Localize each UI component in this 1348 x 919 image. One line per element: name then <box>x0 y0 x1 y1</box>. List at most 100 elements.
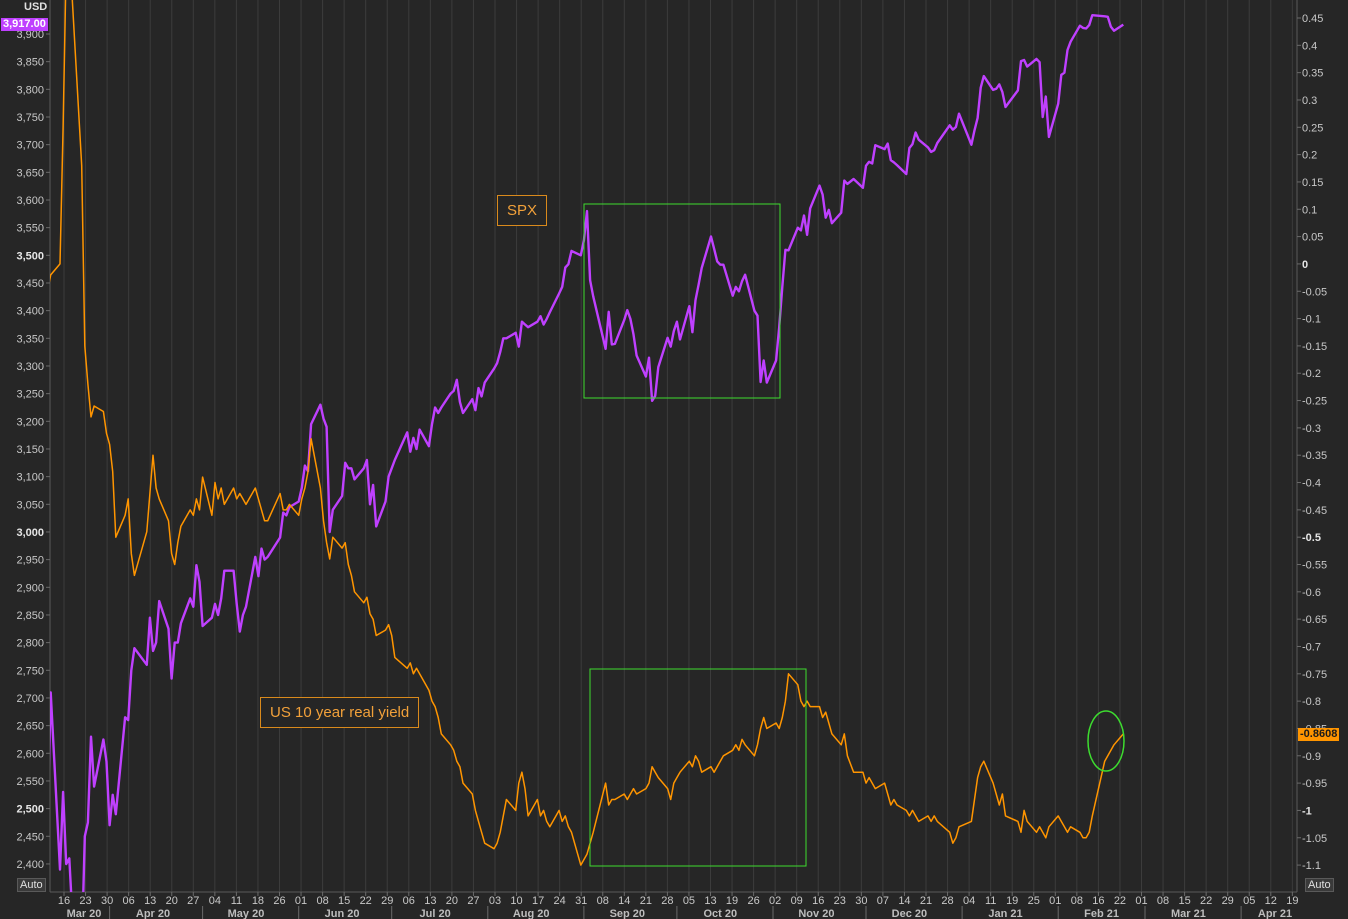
x-day-tick-label: 08 <box>597 895 609 907</box>
left-tick-label: 3,100 <box>16 472 44 484</box>
right-tick-label: 0.45 <box>1302 13 1323 25</box>
x-day-tick-label: 13 <box>704 895 716 907</box>
spx-highlight-box <box>583 203 781 399</box>
x-day-tick-label: 26 <box>747 895 759 907</box>
x-day-tick-label: 27 <box>187 895 199 907</box>
highlight-boxes <box>583 203 1125 867</box>
left-tick-label: 2,950 <box>16 555 44 567</box>
x-day-tick-label: 25 <box>1028 895 1040 907</box>
x-day-tick-label: 26 <box>273 895 285 907</box>
gridlines <box>63 0 1293 892</box>
x-day-tick-label: 09 <box>791 895 803 907</box>
x-day-tick-label: 10 <box>510 895 522 907</box>
yield-series-label: US 10 year real yield <box>260 697 420 728</box>
x-day-tick-label: 13 <box>144 895 156 907</box>
x-day-tick-label: 01 <box>295 895 307 907</box>
x-day-tick-label: 19 <box>1006 895 1018 907</box>
spx-last-value-badge: 3,917.00 <box>1 18 48 31</box>
x-month-label: Jun 20 <box>325 908 360 919</box>
x-month-label: Feb 21 <box>1084 908 1119 919</box>
left-tick-label: 3,600 <box>16 195 44 207</box>
left-tick-label: 2,450 <box>16 831 44 843</box>
yield-highlight-box <box>589 668 807 867</box>
right-tick-label: -0.95 <box>1302 778 1327 790</box>
left-tick-label: 3,750 <box>16 112 44 124</box>
left-tick-label: 2,650 <box>16 721 44 733</box>
x-day-tick-label: 07 <box>877 895 889 907</box>
x-day-tick-label: 15 <box>338 895 350 907</box>
x-month-label: Oct 20 <box>703 908 737 919</box>
left-tick-label: 2,750 <box>16 665 44 677</box>
right-tick-label: -1.05 <box>1302 833 1327 845</box>
x-day-tick-label: 04 <box>209 895 221 907</box>
left-tick-label: 3,250 <box>16 389 44 401</box>
x-month-label: Jan 21 <box>988 908 1022 919</box>
right-tick-label: 0.3 <box>1302 95 1317 107</box>
left-tick-label: 2,500 <box>16 804 44 816</box>
x-day-tick-label: 29 <box>1222 895 1234 907</box>
x-day-tick-label: 14 <box>898 895 910 907</box>
left-tick-label: 2,850 <box>16 610 44 622</box>
left-tick-label: 3,900 <box>16 29 44 41</box>
right-tick-label: -0.25 <box>1302 396 1327 408</box>
x-day-tick-label: 05 <box>683 895 695 907</box>
right-tick-label: -0.65 <box>1302 614 1327 626</box>
x-day-tick-label: 05 <box>1243 895 1255 907</box>
left-tick-label: 2,600 <box>16 748 44 760</box>
right-tick-label: -0.6 <box>1302 587 1321 599</box>
right-tick-label: 0.1 <box>1302 204 1317 216</box>
right-tick-label: -0.2 <box>1302 368 1321 380</box>
x-day-tick-label: 19 <box>726 895 738 907</box>
right-tick-label: 0.25 <box>1302 122 1323 134</box>
x-day-tick-label: 21 <box>920 895 932 907</box>
left-tick-label: 3,300 <box>16 361 44 373</box>
left-tick-label: 3,200 <box>16 416 44 428</box>
x-day-tick-label: 30 <box>855 895 867 907</box>
x-month-label: Jul 20 <box>420 908 451 919</box>
right-tick-label: 0.05 <box>1302 232 1323 244</box>
right-tick-label: -0.15 <box>1302 341 1327 353</box>
currency-label: USD <box>24 1 48 13</box>
right-tick-label: 0.2 <box>1302 150 1317 162</box>
x-month-label: Sep 20 <box>610 908 645 919</box>
x-month-label: Dec 20 <box>892 908 927 919</box>
x-day-tick-label: 18 <box>252 895 264 907</box>
left-tick-label: 2,800 <box>16 638 44 650</box>
x-day-tick-label: 29 <box>381 895 393 907</box>
right-tick-label: 0.35 <box>1302 68 1323 80</box>
left-tick-label: 2,400 <box>16 859 44 871</box>
x-day-tick-label: 02 <box>769 895 781 907</box>
right-tick-label: 0.4 <box>1302 40 1317 52</box>
x-day-tick-label: 01 <box>1135 895 1147 907</box>
x-day-tick-label: 13 <box>424 895 436 907</box>
x-month-label: May 20 <box>228 908 265 919</box>
left-axis-ticks: 3,900 3,850 3,800 3,750 3,700 3,650 3,600 3,550… <box>16 29 50 871</box>
x-day-tick-label: 17 <box>532 895 544 907</box>
x-day-tick-label: 04 <box>963 895 975 907</box>
x-day-tick-label: 31 <box>575 895 587 907</box>
right-auto-scale-button[interactable]: Auto <box>1305 878 1334 892</box>
x-day-tick-label: 19 <box>1286 895 1298 907</box>
right-tick-label: -0.8 <box>1302 696 1321 708</box>
left-tick-label: 3,050 <box>16 499 44 511</box>
right-tick-label: 0.15 <box>1302 177 1323 189</box>
right-tick-label: -0.5 <box>1302 532 1321 544</box>
right-tick-label: 0 <box>1302 259 1308 271</box>
x-month-label: Apr 21 <box>1258 908 1292 919</box>
x-day-tick-label: 11 <box>985 895 996 907</box>
left-auto-scale-button[interactable]: Auto <box>17 878 46 892</box>
x-day-tick-label: 28 <box>661 895 673 907</box>
right-tick-label: -0.75 <box>1302 669 1327 681</box>
left-tick-label: 3,150 <box>16 444 44 456</box>
x-month-label: Nov 20 <box>798 908 834 919</box>
right-tick-label: -0.9 <box>1302 751 1321 763</box>
x-day-tick-label: 23 <box>79 895 91 907</box>
x-day-tick-label: 11 <box>231 895 242 907</box>
left-tick-label: 3,550 <box>16 223 44 235</box>
left-tick-label: 3,450 <box>16 278 44 290</box>
left-tick-label: 3,500 <box>16 250 44 262</box>
right-tick-label: -0.35 <box>1302 450 1327 462</box>
right-tick-label: -0.45 <box>1302 505 1327 517</box>
